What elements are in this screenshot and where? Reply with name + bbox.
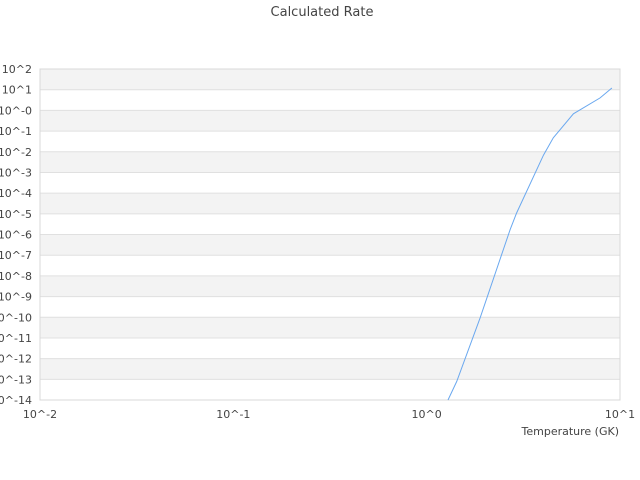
grid-band	[40, 131, 620, 152]
y-tick-label: 10^-5	[0, 208, 32, 221]
x-tick-label: 10^1	[605, 408, 635, 421]
grid-band	[40, 110, 620, 132]
y-tick-label: 10^-2	[0, 146, 32, 159]
y-tick-label: 10^-14	[0, 394, 32, 407]
y-tick-label: 10^-4	[0, 187, 32, 200]
grid-band	[40, 234, 620, 256]
grid-band	[40, 172, 620, 194]
y-tick-label: 10^-13	[0, 373, 32, 386]
grid-band	[40, 337, 620, 359]
y-tick-label: 10^-10	[0, 311, 32, 324]
grid-band	[40, 317, 620, 338]
grid-band	[40, 213, 620, 235]
y-tick-label: 10^-9	[0, 291, 32, 304]
grid-band	[40, 358, 620, 380]
y-tick-label: 10^-6	[0, 229, 32, 242]
grid-band	[40, 296, 620, 318]
y-tick-label: 10^2	[2, 63, 32, 76]
chart-title: Calculated Rate	[271, 5, 374, 20]
x-tick-label: 10^-1	[216, 408, 250, 421]
y-tick-label: 10^-3	[0, 166, 32, 179]
plot-area-border	[39, 68, 621, 401]
x-axis-label: Temperature (GK)	[521, 425, 620, 438]
x-tick-label: 10^-2	[23, 408, 57, 421]
y-tick-label: 10^1	[2, 84, 32, 97]
grid-band	[40, 193, 620, 214]
grid-band	[40, 255, 620, 276]
y-tick-label: 10^-7	[0, 249, 32, 262]
y-tick-label: 10^-11	[0, 332, 32, 345]
grid-band	[40, 89, 620, 111]
grid-band	[40, 69, 620, 90]
grid-band	[40, 151, 620, 173]
grid-band	[40, 275, 620, 297]
y-tick-label: 10^-8	[0, 270, 32, 283]
series-line	[447, 87, 613, 401]
y-tick-label: 10^-12	[0, 353, 32, 366]
grid-band	[40, 379, 620, 400]
y-tick-label: 10^-1	[0, 125, 32, 138]
y-tick-label: 10^-0	[0, 104, 32, 117]
x-tick-label: 10^0	[412, 408, 442, 421]
